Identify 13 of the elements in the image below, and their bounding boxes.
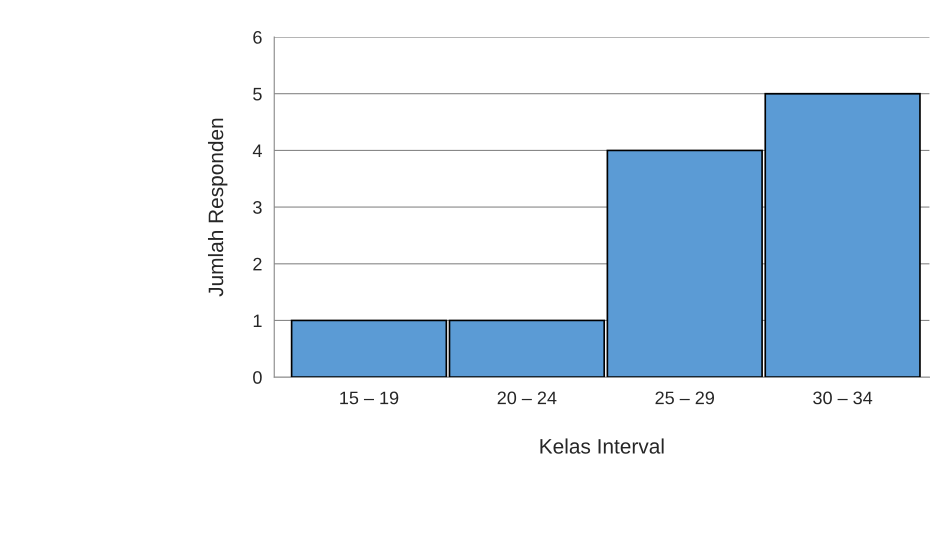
y-tick-label: 0: [253, 371, 262, 384]
x-tick-label: 25 – 29: [656, 392, 714, 404]
y-tick-label: 5: [253, 88, 262, 100]
y-tick-label: 4: [252, 144, 262, 157]
x-axis-title: Kelas Interval: [540, 438, 664, 454]
x-tick-label: 20 – 24: [498, 392, 556, 404]
y-axis-title: Jumlah Responden: [208, 118, 228, 297]
x-tick-label: 15 – 19: [340, 392, 398, 404]
y-tick-label: 6: [253, 30, 262, 44]
y-tick-label: 3: [253, 201, 262, 214]
y-tick-label: 2: [253, 258, 262, 270]
y-tick-label: 1: [254, 314, 262, 327]
x-tick-label: 30 – 34: [813, 392, 872, 404]
